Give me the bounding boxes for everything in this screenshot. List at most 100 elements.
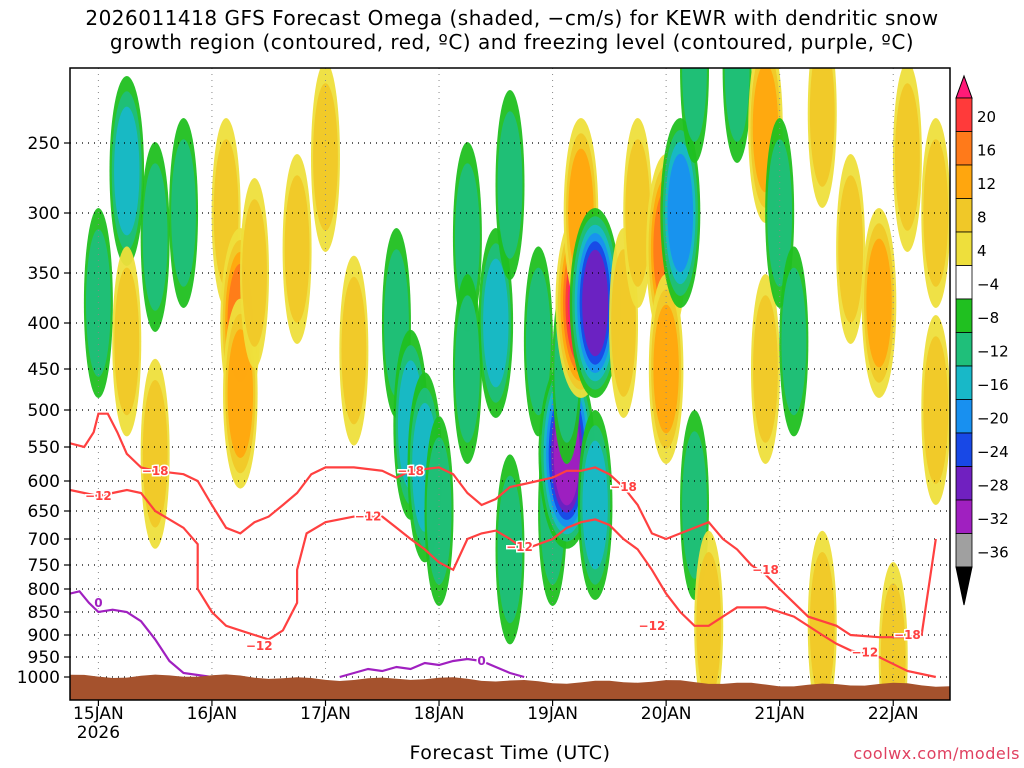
colorbar-segment — [955, 365, 973, 400]
omega-cell-ring — [682, 68, 707, 142]
omega-cell — [109, 76, 145, 266]
colorbar-label: 16 — [977, 142, 996, 160]
chart-title-line1: 2026011418 GFS Forecast Omega (shaded, −… — [85, 6, 939, 30]
omega-cell — [807, 68, 837, 208]
y-tick-label: 550 — [28, 438, 60, 458]
omega-cell — [623, 118, 653, 308]
y-tick-label: 400 — [28, 314, 60, 334]
y-tick-label: 250 — [28, 134, 60, 154]
omega-cell-ring — [923, 139, 949, 287]
colorbar-label: −28 — [977, 477, 1009, 495]
omega-cell-ring — [171, 139, 196, 287]
colorbar-segment — [955, 332, 973, 367]
omega-cell-ring — [483, 258, 509, 388]
y-tick-label: 1000 — [17, 668, 60, 688]
omega-cell — [878, 562, 908, 700]
colorbar-segment — [955, 198, 973, 233]
colorbar-segment — [955, 466, 973, 501]
y-tick-label: 600 — [28, 472, 60, 492]
y-tick-label: 700 — [28, 530, 60, 550]
x-axis: 15JAN 16JAN 17JAN 18JAN 19JAN 20JAN 21JAN 22JAN… — [73, 700, 919, 743]
colorbar-label: 20 — [977, 108, 996, 126]
omega-cell-ring — [895, 83, 920, 231]
omega-cell — [495, 90, 525, 280]
chart-title-line2: growth region (contoured, red, ºC) and f… — [109, 30, 915, 54]
x-tick-label: 16JAN — [187, 704, 238, 724]
omega-cell — [779, 246, 809, 437]
omega-cell — [577, 410, 613, 600]
colorbar-segment — [955, 399, 973, 434]
colorbar-segment — [955, 231, 973, 266]
colorbar: 20 16 12 8 4 −4 −8 −12 −16 −20 −24 −28 −32 −36 — [955, 74, 1009, 606]
x-axis-label: Forecast Time (UTC) — [409, 742, 611, 764]
omega-cell-ring — [625, 139, 651, 287]
omega-shading — [83, 68, 950, 700]
omega-cell — [921, 315, 950, 505]
contours: −18 −12 −12 −18 −12 −12 −18 −18 −12 −12 −18 0 0 — [70, 412, 937, 679]
omega-cell-ring — [809, 552, 835, 700]
omega-cell-ring — [114, 106, 140, 236]
y-tick-label: 500 — [28, 401, 60, 421]
omega-cell — [452, 142, 482, 332]
contour-label: 0 — [94, 596, 102, 610]
colorbar-segment — [955, 533, 973, 568]
omega-cell-ring — [582, 249, 609, 357]
omega-cell — [750, 274, 780, 464]
omega-cell-ring — [753, 295, 778, 443]
x-tick-label: 17JAN — [300, 704, 351, 724]
contour-label: −18 — [397, 464, 424, 478]
omega-cell — [339, 255, 369, 446]
omega-cell — [140, 358, 170, 549]
colorbar-label: −8 — [977, 309, 999, 327]
contour-label: −12 — [639, 619, 666, 633]
omega-cell-ring — [455, 295, 480, 443]
colorbar-label: 12 — [977, 175, 996, 193]
colorbar-label: 8 — [977, 209, 987, 227]
omega-cell-ring — [242, 199, 267, 347]
dgz-contour — [70, 488, 937, 679]
y-tick-label: 950 — [28, 648, 60, 668]
colorbar-label: −20 — [977, 410, 1009, 428]
omega-cell-ring — [227, 329, 254, 458]
omega-cell — [282, 154, 312, 344]
colorbar-segment — [955, 131, 973, 166]
omega-cell — [452, 274, 482, 464]
omega-cell-ring — [341, 276, 367, 425]
contour-label: −18 — [752, 563, 779, 577]
colorbar-label: 4 — [977, 242, 987, 260]
omega-cell — [569, 208, 621, 398]
y-tick-label: 450 — [28, 360, 60, 380]
credit-link[interactable]: coolwx.com/models — [853, 744, 1020, 763]
omega-cell-ring — [426, 437, 452, 585]
omega-cell-ring — [142, 163, 168, 311]
omega-cell-ring — [923, 336, 949, 484]
omega-cell — [680, 68, 710, 163]
omega-cell — [169, 118, 199, 308]
omega-cell-ring — [724, 68, 750, 142]
omega-cell — [660, 118, 701, 308]
omega-cell-ring — [682, 431, 707, 579]
omega-cell-ring — [809, 68, 835, 187]
colorbar-segment — [955, 265, 973, 300]
omega-cell-ring — [142, 380, 168, 528]
y-tick-label: 750 — [28, 556, 60, 576]
y-tick-label: 650 — [28, 502, 60, 522]
x-tick-sublabel: 2026 — [77, 723, 120, 743]
contour-label: −12 — [851, 646, 878, 660]
omega-cell — [807, 530, 837, 700]
colorbar-segment — [955, 164, 973, 199]
colorbar-segment — [955, 97, 973, 132]
omega-cell-ring — [582, 440, 608, 570]
x-tick-label: 20JAN — [641, 704, 692, 724]
colorbar-segment — [955, 499, 973, 534]
y-axis: 250 300 350 400 450 500 550 600 650 700 750 800 850 9… — [17, 134, 70, 688]
omega-cell-ring — [497, 111, 523, 259]
dgz-contour — [70, 412, 937, 639]
y-tick-label: 800 — [28, 580, 60, 600]
omega-cell — [112, 246, 142, 437]
omega-cell-ring — [838, 175, 864, 323]
contour-label: −12 — [506, 540, 533, 554]
contour-label: −12 — [85, 489, 112, 503]
omega-cell-ring — [866, 238, 892, 368]
